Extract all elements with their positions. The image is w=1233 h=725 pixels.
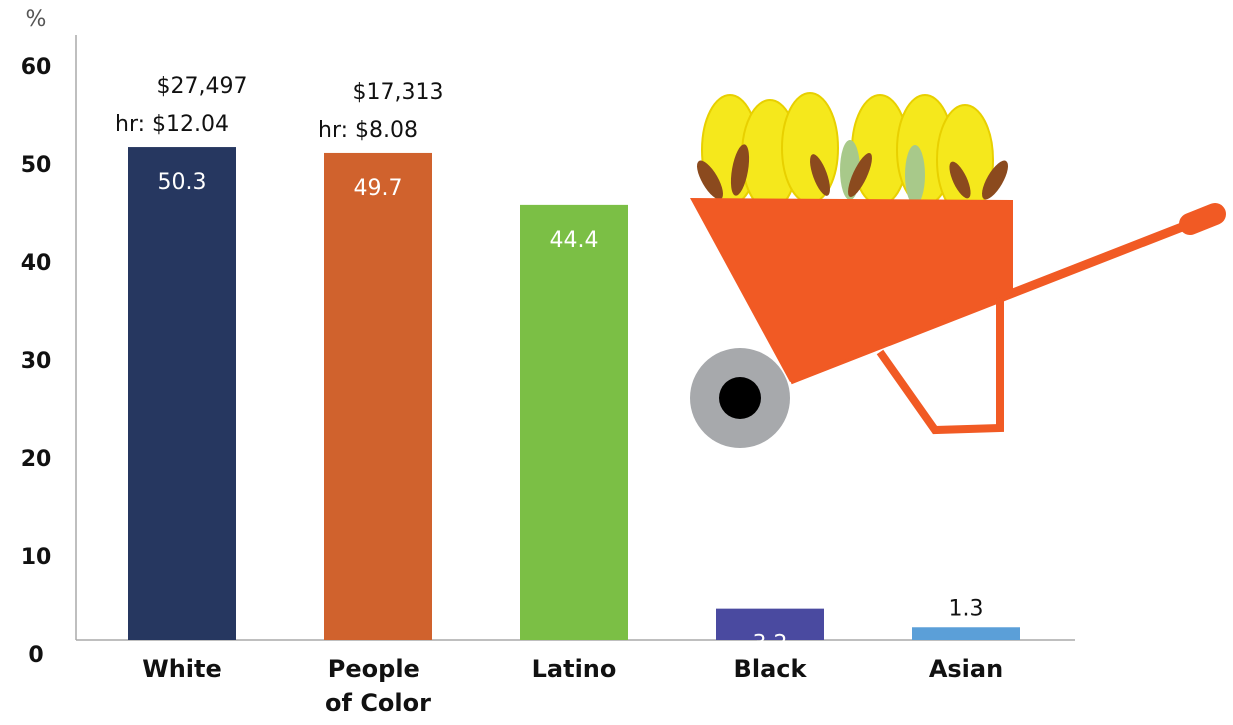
y-tick-label: 20 bbox=[21, 447, 52, 472]
y-tick-label: 30 bbox=[21, 349, 52, 374]
y-tick-label: 0 bbox=[28, 643, 43, 668]
y-axis-label: % bbox=[26, 7, 47, 32]
x-tick-label-line: People bbox=[328, 655, 428, 683]
x-tick-label: Asian bbox=[929, 655, 1003, 683]
wheelbarrow-illustration bbox=[690, 92, 1226, 448]
value-label: 3.2 bbox=[753, 632, 788, 657]
x-tick-label-line: of Color bbox=[325, 689, 431, 717]
value-label: 1.3 bbox=[949, 596, 984, 621]
bar bbox=[912, 627, 1020, 640]
bar bbox=[324, 152, 432, 640]
x-tick-label: Latino bbox=[532, 655, 617, 683]
x-tick-label: People of Color bbox=[325, 655, 431, 717]
bar bbox=[520, 204, 628, 640]
y-tick-label: 60 bbox=[21, 55, 52, 80]
annotation: $17,313 bbox=[353, 80, 444, 105]
x-tick-label: White bbox=[142, 655, 222, 683]
x-tick-label: Black bbox=[734, 655, 808, 683]
bar bbox=[716, 608, 824, 640]
annotation: hr: $8.08 bbox=[318, 118, 418, 143]
bar bbox=[128, 147, 236, 640]
value-label: 44.4 bbox=[550, 228, 599, 253]
value-label: 50.3 bbox=[158, 170, 207, 195]
value-label: 49.7 bbox=[354, 176, 403, 201]
y-tick-label: 50 bbox=[21, 153, 52, 178]
y-tick-label: 40 bbox=[21, 251, 52, 276]
y-tick-label: 10 bbox=[21, 545, 52, 570]
annotation: hr: $12.04 bbox=[115, 112, 229, 137]
annotation: $27,497 bbox=[157, 74, 248, 99]
